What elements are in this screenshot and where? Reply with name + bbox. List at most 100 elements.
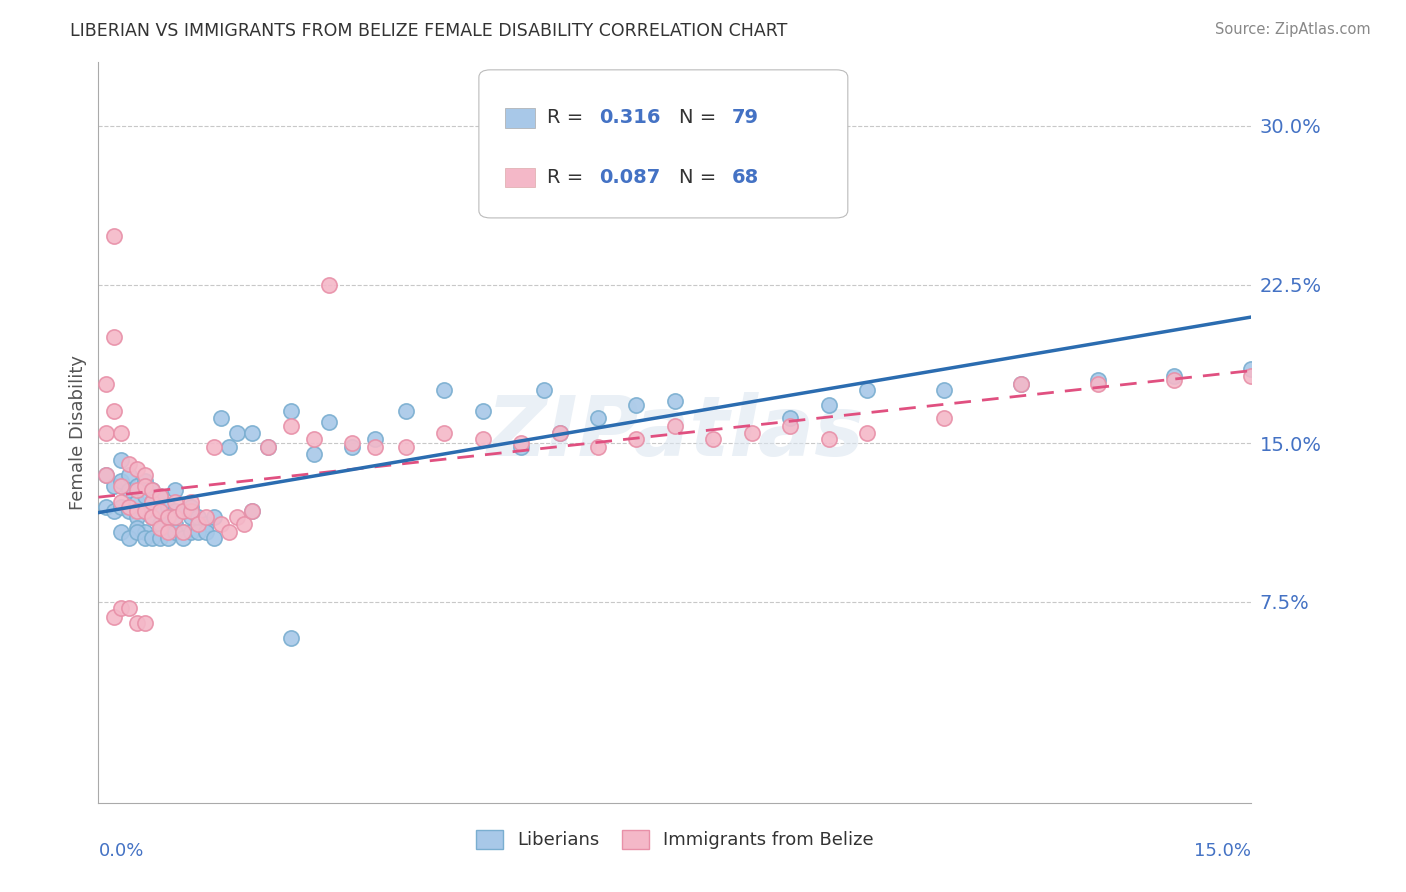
Point xyxy=(134,475,156,489)
Point xyxy=(141,510,163,524)
Text: ZIPatlas: ZIPatlas xyxy=(486,392,863,473)
Point xyxy=(180,510,202,524)
Text: R =: R = xyxy=(547,168,589,186)
Point xyxy=(134,524,156,539)
Point xyxy=(180,500,202,514)
Point xyxy=(180,504,202,518)
Point xyxy=(156,500,179,514)
Point xyxy=(141,483,163,497)
Point xyxy=(125,461,148,475)
Point xyxy=(1163,373,1185,387)
Point xyxy=(125,521,148,535)
Point xyxy=(125,495,148,509)
Point xyxy=(1240,368,1263,383)
Point xyxy=(118,467,141,482)
Point xyxy=(395,404,418,418)
Point xyxy=(856,384,879,398)
Point xyxy=(141,532,163,546)
Point xyxy=(125,478,148,492)
Point xyxy=(103,228,125,243)
Text: 0.087: 0.087 xyxy=(599,168,659,186)
Point xyxy=(94,425,117,440)
Point xyxy=(180,524,202,539)
Point xyxy=(1010,376,1032,391)
Point xyxy=(280,631,302,645)
Point xyxy=(94,500,117,514)
Point xyxy=(932,410,955,425)
Point xyxy=(195,524,218,539)
Point xyxy=(256,441,278,455)
Point xyxy=(1010,376,1032,391)
Point xyxy=(240,504,263,518)
Point xyxy=(156,532,179,546)
Point xyxy=(240,425,263,440)
Point xyxy=(172,524,194,539)
Point xyxy=(1087,376,1109,391)
Point xyxy=(110,495,132,509)
Text: Source: ZipAtlas.com: Source: ZipAtlas.com xyxy=(1215,22,1371,37)
Point xyxy=(172,532,194,546)
Point xyxy=(779,410,801,425)
Point xyxy=(280,419,302,434)
Point xyxy=(240,504,263,518)
Point xyxy=(165,510,187,524)
Point xyxy=(510,441,533,455)
Point xyxy=(125,510,148,524)
Point xyxy=(165,483,187,497)
Point xyxy=(233,516,256,531)
Text: N =: N = xyxy=(679,168,723,186)
Point xyxy=(280,404,302,418)
Point xyxy=(103,330,125,344)
Point xyxy=(1087,373,1109,387)
Point xyxy=(664,393,686,408)
Point xyxy=(141,495,163,509)
Point xyxy=(664,419,686,434)
Point xyxy=(195,516,218,531)
Point xyxy=(149,489,172,503)
Point xyxy=(318,415,340,429)
Point xyxy=(172,504,194,518)
Point xyxy=(702,432,724,446)
Point xyxy=(302,447,325,461)
Point xyxy=(94,467,117,482)
Point xyxy=(149,504,172,518)
Point xyxy=(471,404,494,418)
Point xyxy=(110,453,132,467)
Point xyxy=(149,489,172,503)
Point xyxy=(149,521,172,535)
Point xyxy=(134,615,156,630)
FancyBboxPatch shape xyxy=(505,108,536,128)
Point xyxy=(165,524,187,539)
Point xyxy=(209,516,232,531)
Point xyxy=(548,425,571,440)
Point xyxy=(141,483,163,497)
Point xyxy=(141,510,163,524)
Point xyxy=(165,495,187,509)
Point xyxy=(134,504,156,518)
Point xyxy=(118,601,141,615)
Point xyxy=(626,432,648,446)
FancyBboxPatch shape xyxy=(505,168,536,186)
Point xyxy=(433,384,456,398)
Point xyxy=(510,436,533,450)
Point xyxy=(187,524,209,539)
Text: 0.0%: 0.0% xyxy=(98,842,143,860)
Point xyxy=(202,532,225,546)
Point xyxy=(110,500,132,514)
Point xyxy=(110,478,132,492)
Point xyxy=(134,532,156,546)
Point xyxy=(225,510,247,524)
Point xyxy=(187,516,209,531)
Text: 15.0%: 15.0% xyxy=(1194,842,1251,860)
Point xyxy=(134,489,156,503)
Point xyxy=(1240,362,1263,376)
Point xyxy=(180,495,202,509)
Point xyxy=(141,495,163,509)
Point xyxy=(103,609,125,624)
Point xyxy=(94,376,117,391)
Point xyxy=(156,524,179,539)
Point xyxy=(779,419,801,434)
Point xyxy=(110,524,132,539)
Point xyxy=(195,510,218,524)
Point xyxy=(225,425,247,440)
